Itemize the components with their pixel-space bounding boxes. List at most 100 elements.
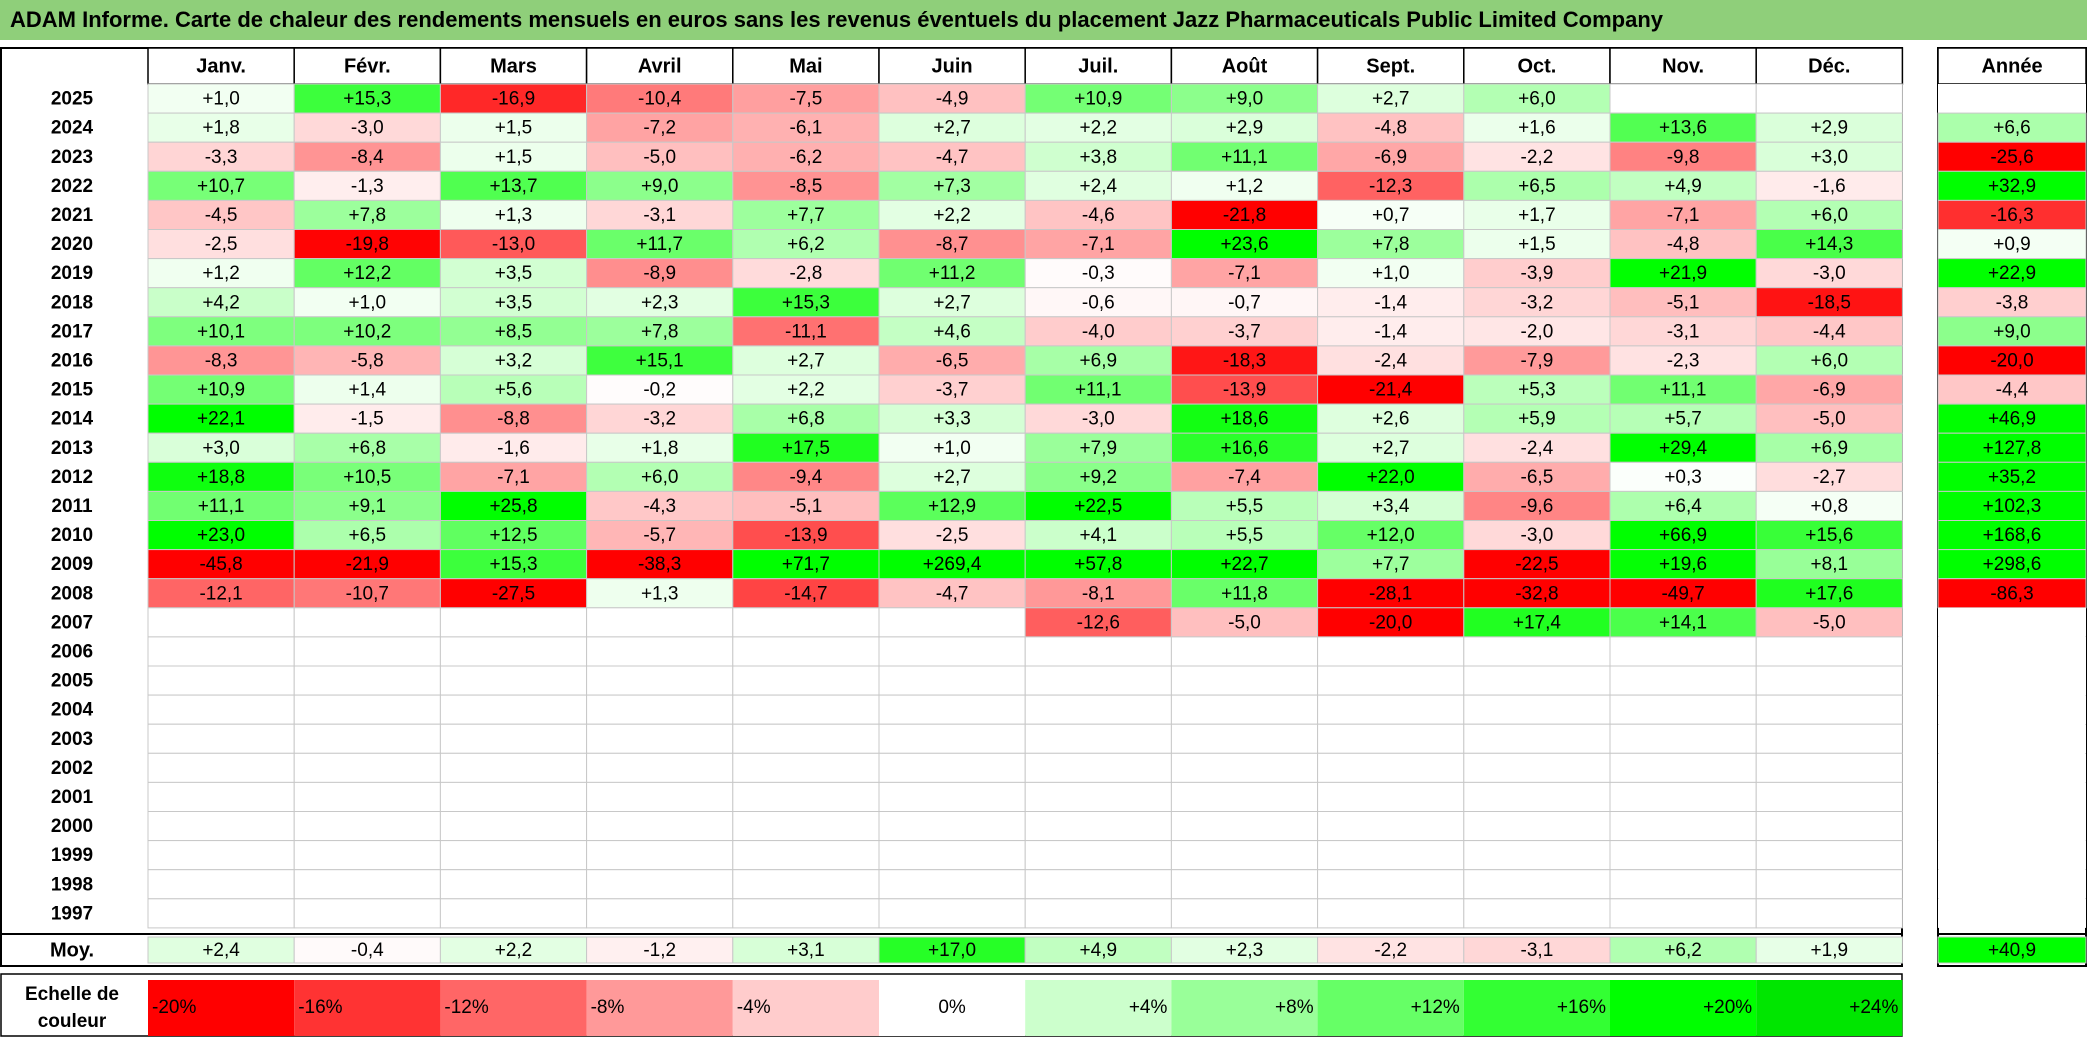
heat-cell [293,345,441,376]
cell-value: +22,1 [197,409,245,430]
cell-value: -7,1 [1082,234,1115,255]
cell-value: -8,3 [205,350,238,371]
heat-cell [1609,694,1757,725]
heat-cell [1170,403,1319,434]
heat-cell [1463,229,1611,260]
heat-cell [1024,83,1172,114]
month-header: Août [1222,55,1268,77]
heat-cell [1755,520,1903,551]
heat-cell [1317,432,1465,463]
cell-value: -2,4 [1521,438,1554,459]
annual-cell [1937,374,2087,405]
average-annual-value: +40,9 [1988,940,2036,961]
cell-value: +6,5 [1518,176,1556,197]
cell-value: +2,3 [641,292,679,313]
heat-cell [1024,403,1172,434]
heat-cell [1609,432,1757,463]
annual-cell [1938,695,2086,725]
cell-value: +2,9 [1226,118,1264,139]
cell-value: +6,0 [1811,205,1849,226]
heat-cell [1463,374,1611,405]
month-header: Janv. [196,55,246,77]
cell-value: -4,3 [643,496,676,517]
cell-value: -10,4 [638,89,682,110]
heat-cell [439,374,588,405]
heat-cell [147,665,295,696]
annual-cell [1938,636,2086,666]
cell-value: +18,6 [1220,409,1268,430]
cell-value: -0,6 [1082,292,1115,313]
year-label: 2014 [51,409,94,430]
heat-cell [878,199,1026,230]
year-label: 2017 [51,321,93,342]
heat-cell [147,374,295,405]
scale-swatch-label: -16% [298,997,342,1018]
cell-value: +17,6 [1805,583,1853,604]
cell-value: -9,8 [1667,147,1700,168]
annual-header: Année [1981,55,2042,77]
heat-cell [1463,316,1611,347]
cell-value: +11,1 [1075,380,1122,401]
average-value: -3,1 [1521,940,1554,961]
heat-cell [293,723,441,754]
heat-cell [293,840,441,871]
cell-value: +5,6 [495,380,533,401]
cell-value: +0,7 [1372,205,1410,226]
scale-swatch-label: -8% [591,997,625,1018]
heat-cell [586,199,734,230]
cell-value: +66,9 [1659,525,1707,546]
heat-cell [293,694,441,725]
cell-value: +2,2 [933,205,971,226]
heat-cell [293,665,441,696]
cell-value: +12,9 [928,496,976,517]
heat-cell [586,781,734,813]
scale-swatch-label: +16% [1557,997,1606,1018]
heat-cell [732,287,880,318]
heat-cell [293,549,441,580]
cell-value: -2,2 [1521,147,1554,168]
heat-cell [1609,520,1757,551]
annual-cell [1938,666,2086,696]
heat-cell [1463,345,1611,376]
cell-value: -16,9 [492,89,535,110]
heat-cell [1170,199,1319,230]
month-header: Déc. [1808,55,1850,77]
heat-cell [1755,112,1903,143]
heat-cell [147,607,295,638]
heat-cell [1170,781,1319,813]
cell-value: +5,7 [1664,409,1702,430]
annual-cell [1938,811,2086,841]
scale-swatch [440,980,587,1036]
heat-cell [439,752,588,783]
heat-cell [1317,781,1465,813]
year-label: 2004 [51,700,94,721]
cell-value: -5,1 [1667,292,1700,313]
cell-value: +15,6 [1805,525,1853,546]
annual-value: -20,0 [1990,350,2033,371]
cell-value: +22,0 [1367,467,1415,488]
heat-cell [1170,694,1319,725]
heat-cell [439,723,588,754]
heat-cell [439,607,588,638]
cell-value: -22,5 [1515,554,1558,575]
annual-value: +127,8 [1983,438,2042,459]
heat-cell [1755,723,1903,754]
heat-cell [1755,83,1903,114]
month-header: Mai [789,55,822,77]
heat-cell [1755,781,1903,813]
cell-value: -7,1 [1667,205,1700,226]
cell-value: +2,7 [1372,438,1410,459]
heat-cell [878,665,1026,696]
heat-cell [147,811,295,842]
cell-value: +10,2 [343,321,391,342]
cell-value: +5,5 [1226,496,1264,517]
cell-value: -20,0 [1369,612,1412,633]
average-cell [732,936,880,964]
annual-value: +102,3 [1983,496,2042,517]
annual-value: +32,9 [1988,176,2036,197]
scale-swatch [148,980,295,1036]
heat-cell [1463,752,1611,783]
heat-cell [293,781,441,813]
annual-cell [1937,403,2087,434]
heat-cell [293,287,441,318]
